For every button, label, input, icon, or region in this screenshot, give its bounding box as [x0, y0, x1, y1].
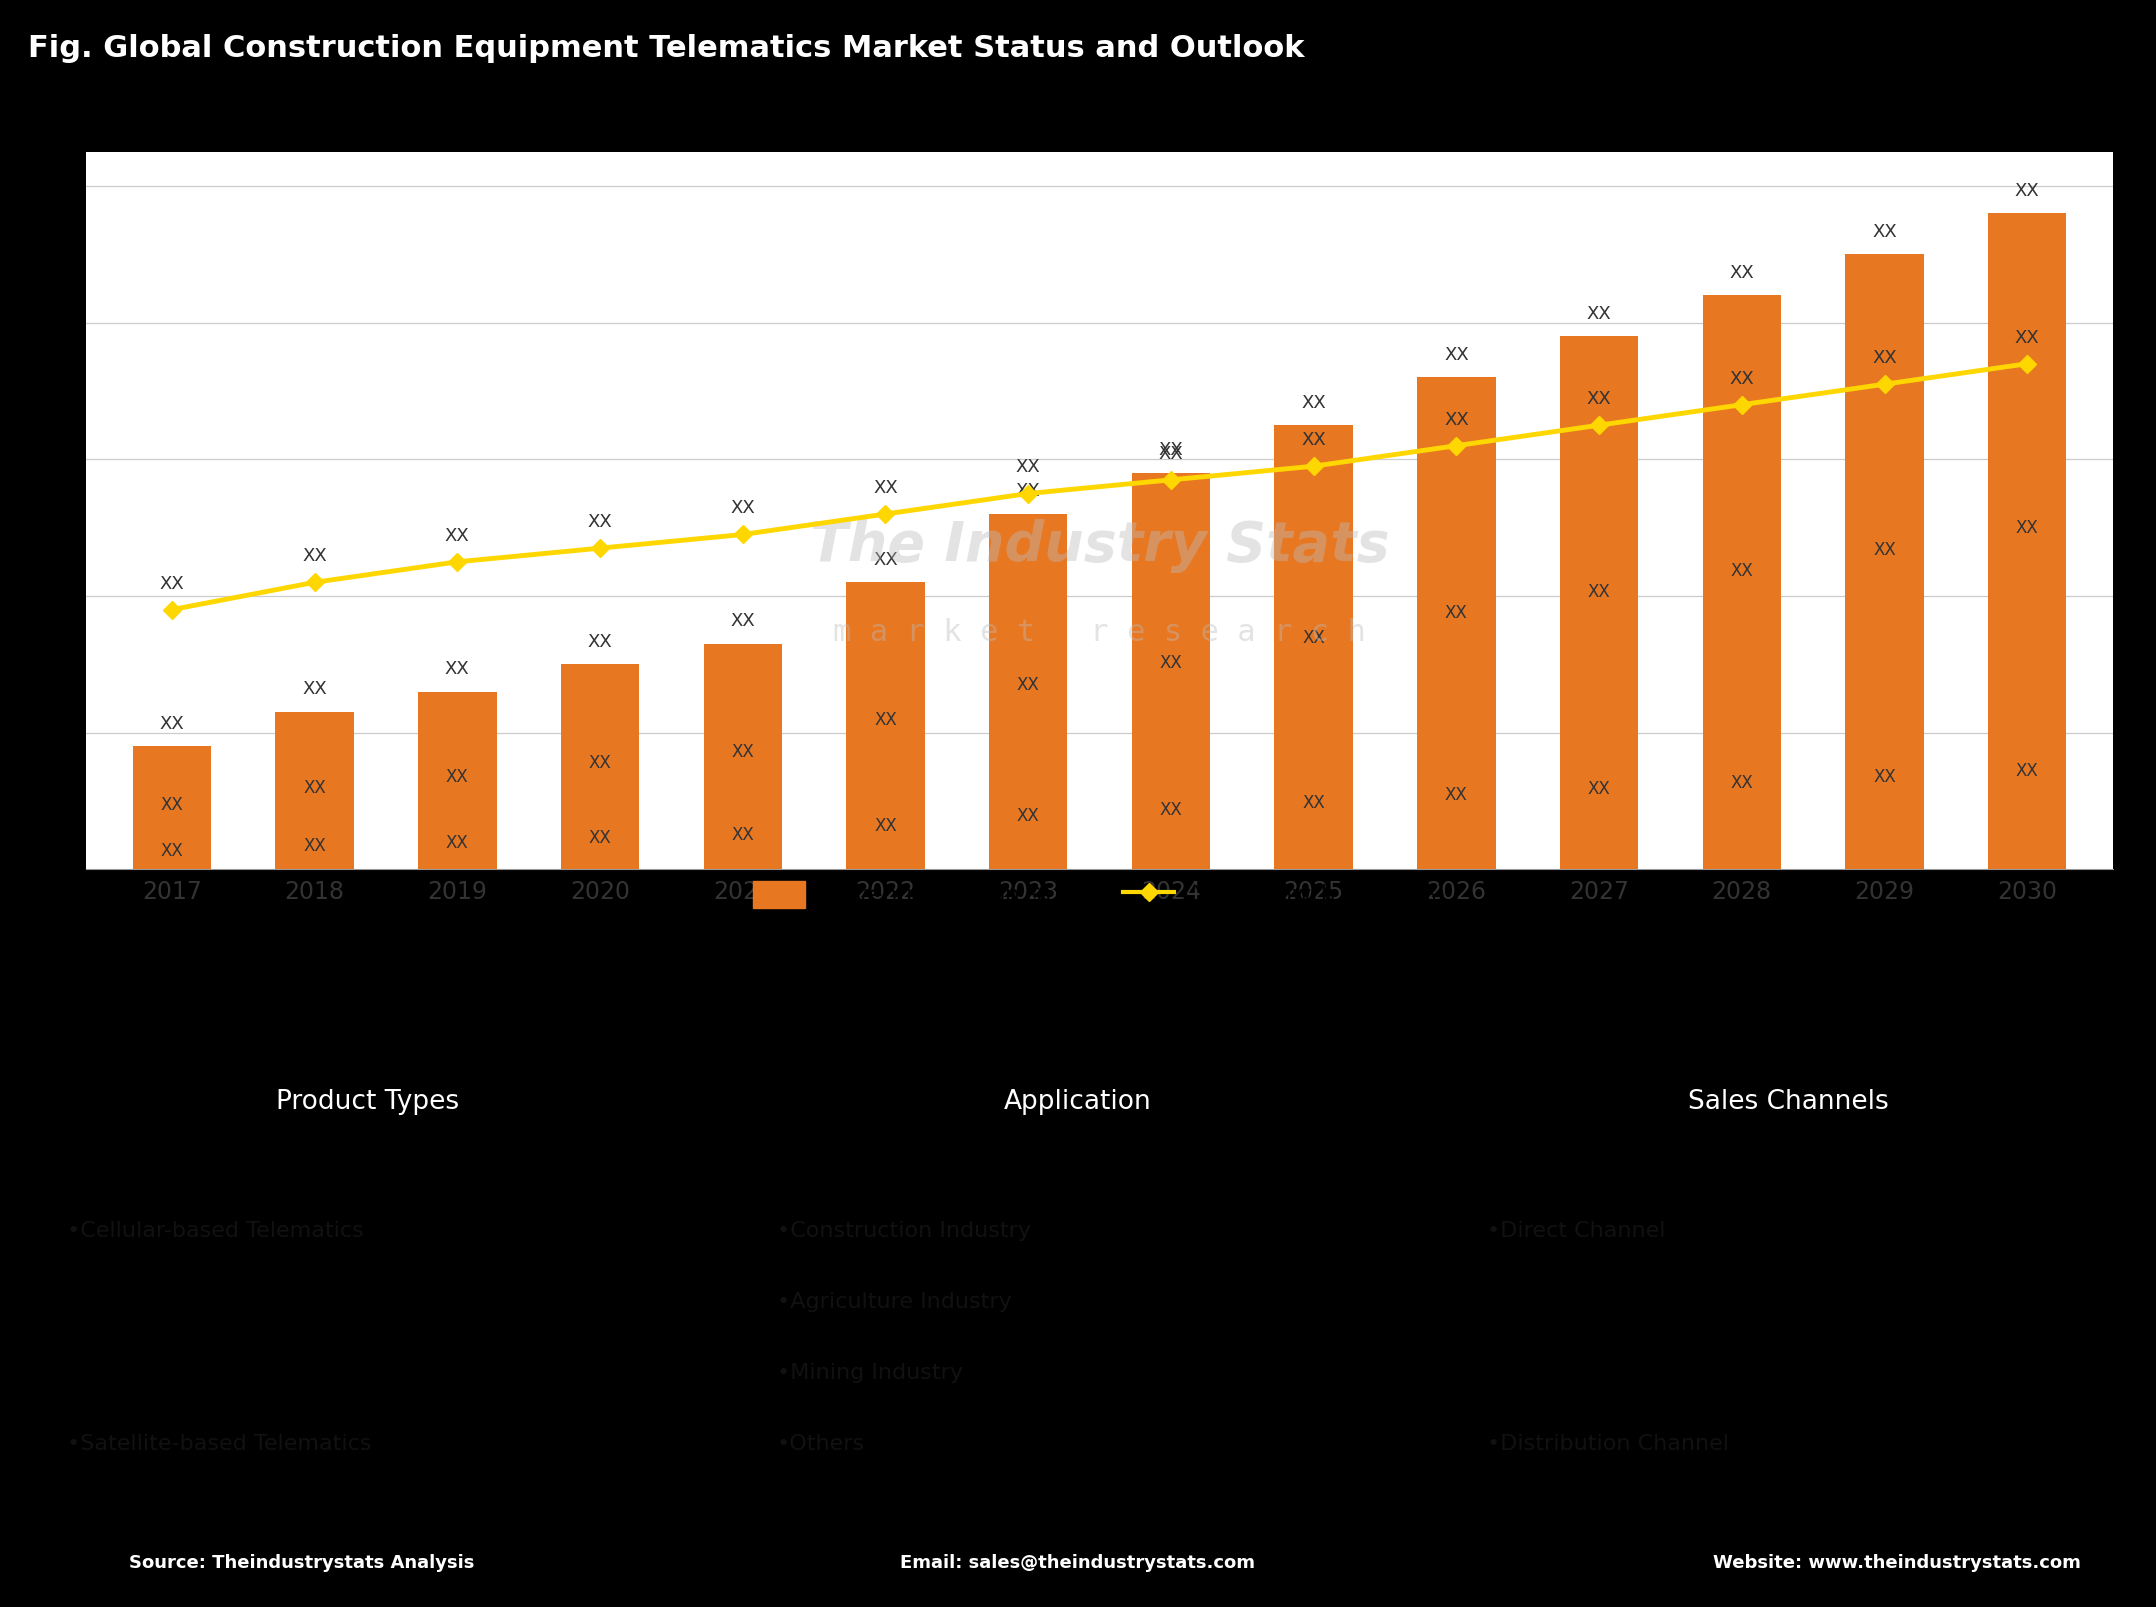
Text: •Direct Channel: •Direct Channel	[1488, 1221, 1664, 1241]
Text: XX: XX	[589, 633, 612, 651]
Text: m a r k e t   r e s e a r c h: m a r k e t r e s e a r c h	[832, 619, 1367, 648]
Bar	[134, 746, 211, 869]
Text: XX: XX	[2016, 329, 2040, 347]
Bar	[1846, 254, 1923, 869]
Text: XX: XX	[1302, 794, 1326, 812]
Text: XX: XX	[731, 826, 755, 844]
Text: XX: XX	[1158, 445, 1184, 463]
Text: XX: XX	[1731, 775, 1753, 792]
Text: XX: XX	[446, 768, 468, 786]
Text: XX: XX	[160, 797, 183, 815]
Text: XX: XX	[160, 575, 183, 593]
Text: Website: www.theindustrystats.com: Website: www.theindustrystats.com	[1714, 1554, 2081, 1572]
Text: XX: XX	[1018, 807, 1039, 824]
Text: XX: XX	[2016, 519, 2040, 537]
Legend: Revenue (Million $), Y-oY Growth Rate (%): Revenue (Million $), Y-oY Growth Rate (%…	[752, 881, 1447, 908]
Text: XX: XX	[302, 680, 328, 699]
Text: The Industry Stats: The Industry Stats	[811, 519, 1388, 574]
Bar	[276, 712, 354, 869]
Text: Application: Application	[1005, 1090, 1151, 1115]
Text: Sales Channels: Sales Channels	[1688, 1090, 1889, 1115]
Text: XX: XX	[1015, 458, 1041, 476]
Text: XX: XX	[1587, 305, 1611, 323]
Text: •Others: •Others	[776, 1433, 865, 1454]
Bar	[1703, 296, 1781, 869]
Text: XX: XX	[1587, 391, 1611, 408]
Text: XX: XX	[1587, 583, 1611, 601]
Text: XX: XX	[1731, 562, 1753, 580]
Text: •Construction Industry: •Construction Industry	[776, 1221, 1031, 1241]
Bar	[1416, 378, 1496, 869]
Text: XX: XX	[160, 842, 183, 860]
Bar	[1132, 472, 1210, 869]
Text: XX: XX	[1587, 781, 1611, 799]
Text: XX: XX	[1729, 370, 1755, 387]
Text: XX: XX	[1160, 654, 1181, 672]
Text: XX: XX	[731, 742, 755, 762]
Text: XX: XX	[304, 778, 326, 797]
Text: XX: XX	[1445, 786, 1468, 805]
Bar	[703, 644, 783, 869]
Text: XX: XX	[1302, 394, 1326, 411]
Text: XX: XX	[873, 479, 897, 497]
Text: •Mining Industry: •Mining Industry	[776, 1363, 964, 1382]
Text: XX: XX	[444, 660, 470, 678]
Text: Product Types: Product Types	[276, 1090, 459, 1115]
Text: XX: XX	[1871, 223, 1897, 241]
Text: XX: XX	[1160, 800, 1181, 820]
Text: XX: XX	[589, 829, 612, 847]
Text: XX: XX	[2016, 182, 2040, 199]
Text: XX: XX	[731, 500, 755, 517]
Text: XX: XX	[873, 818, 897, 836]
Text: XX: XX	[444, 527, 470, 545]
Bar	[1988, 214, 2065, 869]
Text: Source: Theindustrystats Analysis: Source: Theindustrystats Analysis	[129, 1554, 474, 1572]
Text: XX: XX	[1871, 349, 1897, 366]
Bar	[990, 514, 1067, 869]
Text: XX: XX	[589, 513, 612, 530]
Bar	[561, 664, 640, 869]
Text: •Satellite-based Telematics: •Satellite-based Telematics	[67, 1433, 371, 1454]
Text: XX: XX	[1874, 768, 1895, 786]
Text: XX: XX	[446, 834, 468, 852]
Text: XX: XX	[160, 715, 183, 733]
Text: •Agriculture Industry: •Agriculture Industry	[776, 1292, 1011, 1311]
Bar	[847, 582, 925, 869]
Text: XX: XX	[1158, 442, 1184, 460]
Text: XX: XX	[1445, 604, 1468, 622]
Text: XX: XX	[873, 710, 897, 730]
Bar	[1274, 426, 1354, 869]
Text: XX: XX	[1445, 346, 1468, 363]
Text: XX: XX	[2016, 762, 2040, 779]
Text: XX: XX	[731, 612, 755, 630]
Bar	[1559, 336, 1639, 869]
Text: XX: XX	[1729, 264, 1755, 281]
Text: Fig. Global Construction Equipment Telematics Market Status and Outlook: Fig. Global Construction Equipment Telem…	[28, 34, 1304, 63]
Text: XX: XX	[1874, 540, 1895, 559]
Text: XX: XX	[302, 548, 328, 566]
Text: XX: XX	[589, 754, 612, 771]
Text: •Distribution Channel: •Distribution Channel	[1488, 1433, 1729, 1454]
Text: Email: sales@theindustrystats.com: Email: sales@theindustrystats.com	[901, 1554, 1255, 1572]
Text: •Cellular-based Telematics: •Cellular-based Telematics	[67, 1221, 364, 1241]
Text: XX: XX	[304, 837, 326, 855]
Text: XX: XX	[1015, 482, 1041, 500]
Text: XX: XX	[1302, 431, 1326, 448]
Bar	[418, 691, 496, 869]
Text: XX: XX	[1302, 630, 1326, 648]
Text: XX: XX	[1445, 411, 1468, 429]
Text: XX: XX	[873, 551, 897, 569]
Text: XX: XX	[1018, 675, 1039, 694]
